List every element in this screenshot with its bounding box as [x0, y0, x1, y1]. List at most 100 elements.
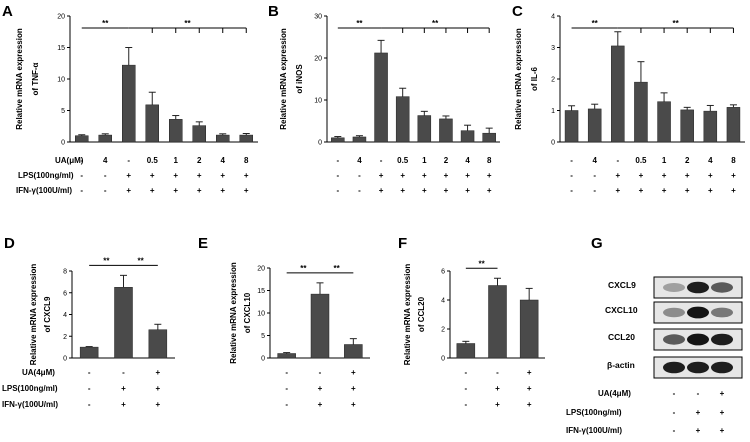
- condition-lps: +: [379, 171, 384, 180]
- condition-lps: +: [639, 171, 644, 180]
- y-tick-label: 4: [551, 14, 555, 21]
- bar: [98, 134, 112, 143]
- sig-label: **: [432, 19, 439, 28]
- condition-lps: +: [615, 171, 620, 180]
- blot-label-beta-actin: β-actin: [607, 360, 635, 370]
- condition-ua: +: [527, 368, 532, 377]
- bar: [519, 299, 539, 359]
- y-axis-title-line2: of CXCL9: [43, 296, 52, 333]
- condition-lps: +: [220, 171, 225, 180]
- condition-lps: +: [155, 384, 160, 393]
- bar: [331, 137, 345, 143]
- condition-ua: 4: [592, 156, 597, 165]
- sig-label: **: [138, 256, 145, 265]
- condition-ua: 0.5: [397, 156, 409, 165]
- condition-lps: +: [318, 384, 323, 393]
- y-tick-label: 0: [441, 356, 445, 363]
- condition-g-ifn: -: [673, 426, 676, 435]
- y-axis-title-line1: Relative mRNA expression: [229, 262, 238, 364]
- bar: [239, 134, 253, 143]
- condition-lps: +: [662, 171, 667, 180]
- condition-ifn: -: [285, 400, 288, 409]
- condition-lps: +: [150, 171, 155, 180]
- condition-lps: +: [685, 171, 690, 180]
- bar: [75, 135, 89, 143]
- y-axis-title-line2: of TNF-α: [31, 62, 40, 95]
- condition-lps: +: [126, 171, 131, 180]
- y-axis-title-line1: Relative mRNA expression: [279, 28, 288, 130]
- condition-ifn: +: [220, 186, 225, 195]
- row-label-ua4-g: UA(4μM): [598, 389, 631, 398]
- condition-ua: -: [80, 156, 83, 165]
- condition-ifn: +: [615, 186, 620, 195]
- condition-lps: -: [285, 384, 288, 393]
- y-tick-label: 15: [57, 45, 65, 52]
- bar: [634, 81, 648, 143]
- y-tick-label: 10: [314, 98, 322, 105]
- condition-ua: 2: [197, 156, 202, 165]
- y-tick-label: 0: [61, 140, 65, 147]
- y-tick-label: 2: [63, 334, 67, 341]
- condition-ua: 1: [662, 156, 667, 165]
- condition-lps: +: [351, 384, 356, 393]
- condition-g-ua: -: [697, 389, 700, 398]
- y-axis-title-line2: of CXCL10: [243, 292, 252, 333]
- condition-ifn: +: [422, 186, 427, 195]
- blot-band: [663, 334, 685, 345]
- y-tick-label: 0: [261, 356, 265, 363]
- y-tick-label: 20: [57, 14, 65, 21]
- condition-lps: +: [495, 384, 500, 393]
- condition-ifn: -: [464, 400, 467, 409]
- condition-ua: 4: [357, 156, 362, 165]
- condition-signs: - 4 - 0.5 1 2 4 8 - - + + + + + + - - + + + + + + - 4 - 0.5 1 2 4 8 - - + +…: [80, 156, 736, 435]
- bar: [657, 101, 671, 143]
- condition-lps: -: [464, 384, 467, 393]
- chart-c: 0 1 2 3 4 Relative mRNA expression of IL-6 ** **: [514, 14, 745, 147]
- condition-lps: -: [593, 171, 596, 180]
- condition-lps: -: [104, 171, 107, 180]
- condition-lps: +: [173, 171, 178, 180]
- condition-ifn: +: [244, 186, 249, 195]
- blot-band: [687, 306, 709, 319]
- condition-lps: -: [358, 171, 361, 180]
- blot-band: [687, 333, 709, 346]
- y-tick-label: 6: [63, 290, 67, 297]
- bar: [460, 130, 475, 143]
- bar: [114, 287, 133, 359]
- condition-ua: -: [88, 368, 91, 377]
- sig-label: **: [334, 264, 341, 273]
- condition-g-ifn: +: [720, 426, 725, 435]
- bar: [395, 96, 410, 143]
- bar: [79, 346, 99, 359]
- condition-ua: 1: [174, 156, 179, 165]
- blot-band: [711, 307, 733, 318]
- condition-ua: -: [336, 156, 339, 165]
- row-label-lps-d: LPS(100ng/ml): [2, 384, 58, 393]
- sig-label: **: [102, 19, 109, 28]
- y-tick-label: 20: [314, 56, 322, 63]
- y-tick-label: 3: [551, 45, 555, 52]
- row-label-ifn-d: IFN-γ(100U/ml): [2, 400, 58, 409]
- chart-b: 0 10 20 30 Relative mRNA expression of iNOS **…: [279, 14, 500, 147]
- panel-letter-b: B: [268, 3, 279, 20]
- condition-ifn: +: [400, 186, 405, 195]
- y-tick-label: 0: [63, 356, 67, 363]
- sig-label: **: [356, 19, 363, 28]
- condition-ifn: +: [155, 400, 160, 409]
- bar: [374, 52, 388, 143]
- condition-g-lps: -: [673, 408, 676, 417]
- blot-band: [711, 333, 733, 346]
- condition-lps: +: [121, 384, 126, 393]
- condition-ua: 8: [731, 156, 736, 165]
- bar: [216, 134, 230, 143]
- panel-letter-d: D: [4, 235, 15, 252]
- bar: [703, 110, 718, 143]
- bar: [680, 109, 694, 143]
- condition-g-ua: -: [673, 389, 676, 398]
- condition-lps: +: [487, 171, 492, 180]
- condition-lps: +: [527, 384, 532, 393]
- condition-lps: +: [197, 171, 202, 180]
- blot-band: [663, 283, 685, 292]
- condition-lps: -: [336, 171, 339, 180]
